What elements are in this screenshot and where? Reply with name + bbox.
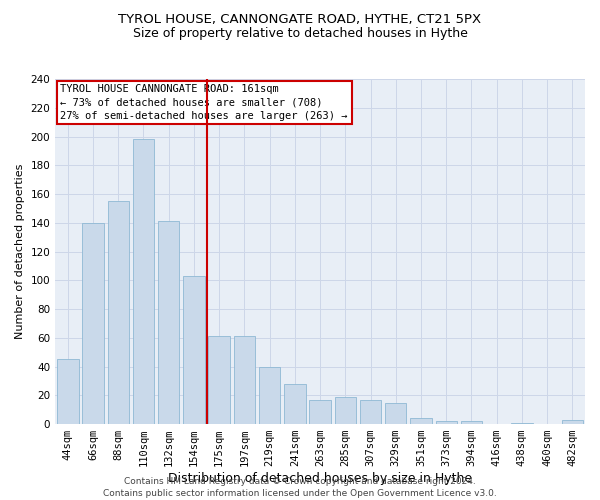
- Bar: [385, 402, 406, 424]
- Bar: [562, 420, 583, 424]
- Bar: [208, 336, 230, 424]
- Bar: [133, 140, 154, 424]
- Text: Size of property relative to detached houses in Hythe: Size of property relative to detached ho…: [133, 28, 467, 40]
- Bar: [284, 384, 305, 424]
- Y-axis label: Number of detached properties: Number of detached properties: [15, 164, 25, 339]
- Bar: [183, 276, 205, 424]
- Bar: [461, 421, 482, 424]
- X-axis label: Distribution of detached houses by size in Hythe: Distribution of detached houses by size …: [168, 472, 472, 485]
- Bar: [335, 397, 356, 424]
- Bar: [233, 336, 255, 424]
- Bar: [158, 222, 179, 424]
- Bar: [310, 400, 331, 424]
- Text: TYROL HOUSE CANNONGATE ROAD: 161sqm
← 73% of detached houses are smaller (708)
2: TYROL HOUSE CANNONGATE ROAD: 161sqm ← 73…: [61, 84, 348, 120]
- Text: Contains HM Land Registry data © Crown copyright and database right 2024.
Contai: Contains HM Land Registry data © Crown c…: [103, 476, 497, 498]
- Bar: [107, 201, 129, 424]
- Bar: [511, 422, 533, 424]
- Text: TYROL HOUSE, CANNONGATE ROAD, HYTHE, CT21 5PX: TYROL HOUSE, CANNONGATE ROAD, HYTHE, CT2…: [118, 12, 482, 26]
- Bar: [57, 360, 79, 424]
- Bar: [82, 223, 104, 424]
- Bar: [259, 366, 280, 424]
- Bar: [360, 400, 381, 424]
- Bar: [436, 421, 457, 424]
- Bar: [410, 418, 432, 424]
